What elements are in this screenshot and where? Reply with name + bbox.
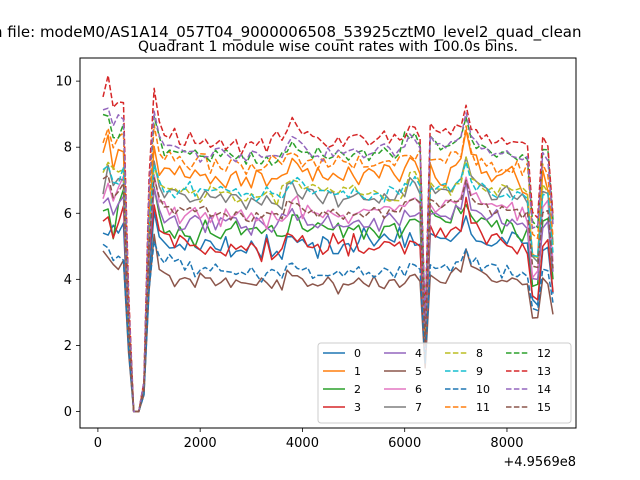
series-line-6 bbox=[102, 173, 554, 413]
y-tick-label: 4 bbox=[64, 273, 72, 288]
series-line-8 bbox=[102, 156, 554, 413]
axes-frame bbox=[79, 57, 577, 429]
legend-box bbox=[317, 342, 572, 424]
legend-label-4: 4 bbox=[415, 347, 422, 360]
legend-label-9: 9 bbox=[476, 365, 483, 378]
y-tick-label: 2 bbox=[64, 339, 72, 354]
legend-label-2: 2 bbox=[354, 383, 361, 396]
y-tick-label: 8 bbox=[64, 141, 72, 156]
series-line-1 bbox=[102, 129, 554, 413]
legend-label-6: 6 bbox=[415, 383, 422, 396]
x-tick-label: 0 bbox=[94, 436, 102, 451]
series-line-4 bbox=[102, 181, 554, 413]
figure-suptitle: n file: modeM0/AS1A14_057T04_9000006508_… bbox=[0, 23, 582, 42]
legend-label-0: 0 bbox=[354, 347, 361, 360]
series-line-2 bbox=[102, 186, 554, 413]
series-line-15 bbox=[102, 174, 554, 413]
y-tick-label: 6 bbox=[64, 207, 72, 222]
legend-label-3: 3 bbox=[354, 401, 361, 414]
legend-label-11: 11 bbox=[476, 401, 490, 414]
x-offset-label: +4.9569e8 bbox=[503, 455, 576, 470]
y-tick-label: 0 bbox=[64, 405, 72, 420]
x-tick-label: 4000 bbox=[286, 436, 319, 451]
legend-label-13: 13 bbox=[537, 365, 551, 378]
series-line-10 bbox=[102, 240, 554, 413]
legend-label-12: 12 bbox=[537, 347, 551, 360]
legend-label-15: 15 bbox=[537, 401, 551, 414]
series-line-0 bbox=[102, 210, 554, 413]
series-line-14 bbox=[102, 107, 554, 413]
x-tick-label: 8000 bbox=[490, 436, 523, 451]
series-group bbox=[102, 74, 554, 413]
series-line-5 bbox=[102, 233, 554, 413]
series-line-12 bbox=[102, 113, 554, 413]
chart-title: Quadrant 1 module wise count rates with … bbox=[138, 39, 518, 55]
legend-label-14: 14 bbox=[537, 383, 551, 396]
x-tick-label: 2000 bbox=[184, 436, 217, 451]
y-tick-label: 10 bbox=[55, 75, 72, 90]
series-line-9 bbox=[102, 161, 554, 413]
legend-label-1: 1 bbox=[354, 365, 361, 378]
legend-label-5: 5 bbox=[415, 365, 422, 378]
legend-label-8: 8 bbox=[476, 347, 483, 360]
legend-label-10: 10 bbox=[476, 383, 490, 396]
x-tick-label: 6000 bbox=[388, 436, 421, 451]
series-line-3 bbox=[102, 196, 554, 413]
legend-label-7: 7 bbox=[415, 401, 422, 414]
series-line-11 bbox=[102, 123, 554, 413]
series-line-13 bbox=[102, 74, 554, 413]
